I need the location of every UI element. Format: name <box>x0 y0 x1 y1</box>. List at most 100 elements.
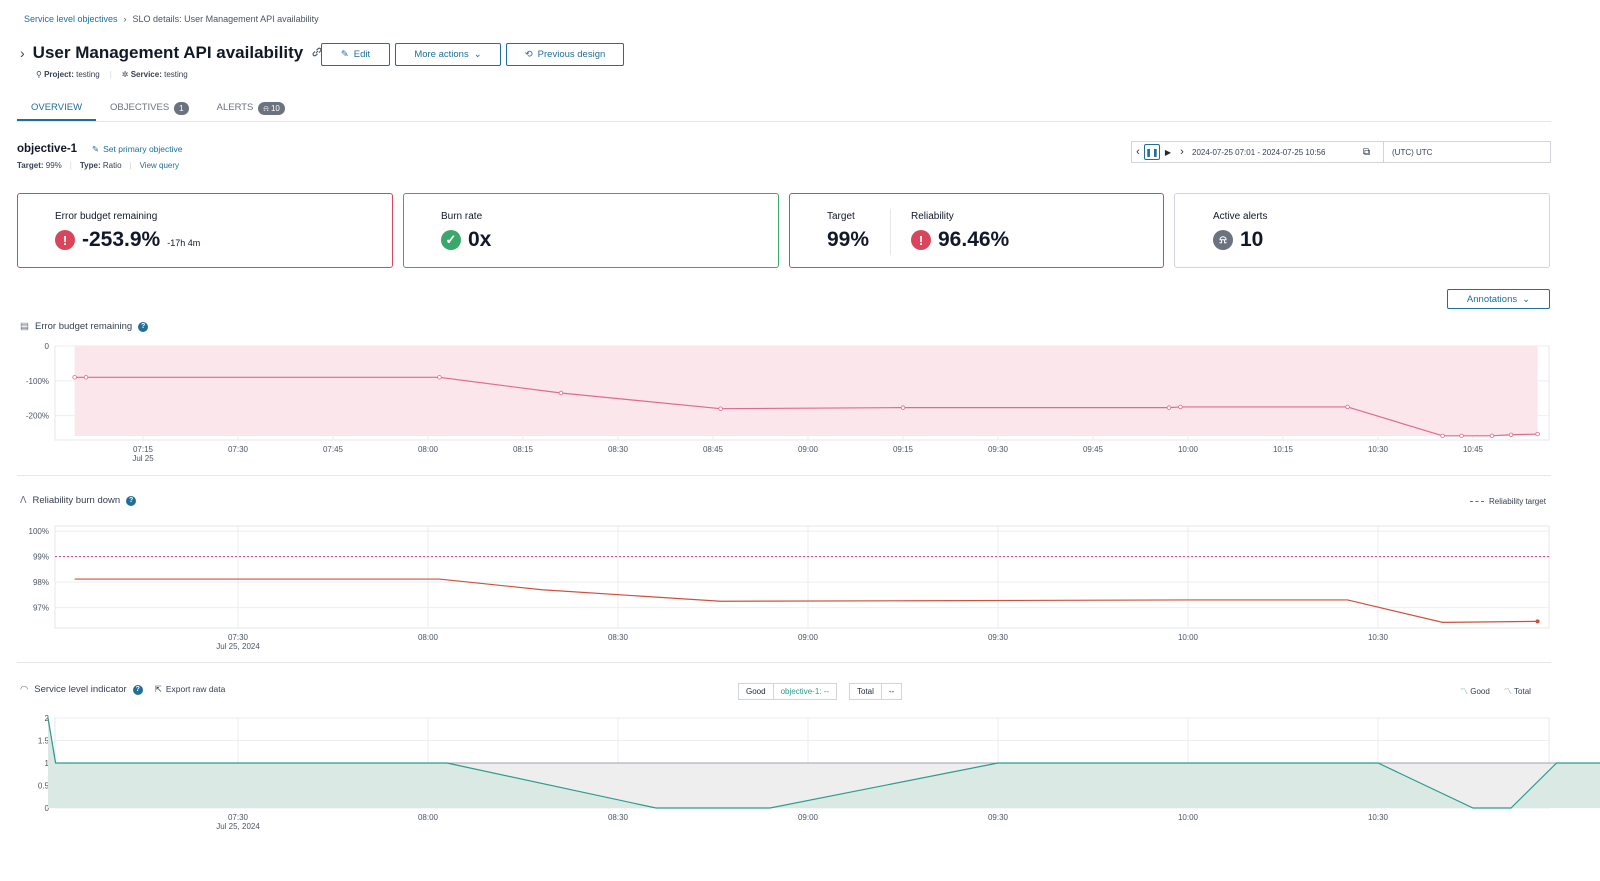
target-meta-label: Target: <box>17 161 44 170</box>
total-selector[interactable]: Total -- <box>849 683 903 700</box>
y-tick-label: -100% <box>26 377 49 386</box>
export-icon: ⇱ <box>154 684 162 694</box>
negative-budget-area <box>74 346 1538 436</box>
error-budget-point <box>1535 431 1540 437</box>
x-tick-label: 07:30 <box>228 445 249 454</box>
info-icon[interactable]: ? <box>132 684 143 695</box>
good-selector-value[interactable]: objective-1: -- <box>773 683 838 700</box>
timezone-select[interactable]: (UTC) UTC <box>1392 147 1433 157</box>
chevron-right-icon[interactable]: › <box>1180 146 1184 158</box>
tab-objectives[interactable]: OBJECTIVES 1 <box>96 95 203 121</box>
dashed-line-icon <box>1470 501 1484 502</box>
chevron-right-icon[interactable]: › <box>20 45 25 61</box>
more-actions-button[interactable]: More actions ⌄ <box>395 43 501 66</box>
history-icon: ⟲ <box>524 49 533 60</box>
alerts-count: 10 <box>270 104 280 113</box>
reliability-last-point <box>1535 619 1540 624</box>
y-tick-label: 97% <box>33 604 49 613</box>
x-tick-label: 07:30 <box>228 813 249 822</box>
annotations-button[interactable]: Annotations ⌄ <box>1447 289 1550 309</box>
export-raw-data-label: Export raw data <box>165 684 226 694</box>
legend-total[interactable]: 〽 Total <box>1504 686 1531 697</box>
burn-rate-value-row: ✓ 0x <box>441 228 491 252</box>
tab-overview[interactable]: OVERVIEW <box>17 95 97 121</box>
service-label: Service: <box>130 70 162 79</box>
play-icon[interactable]: ▶ <box>1164 147 1172 157</box>
active-alerts-value-row: ⍾ 10 <box>1213 228 1263 252</box>
copy-icon[interactable]: ⧉ <box>1363 146 1371 158</box>
set-primary-objective-link[interactable]: ✎ Set primary objective <box>92 144 183 155</box>
x-tick-label: 10:00 <box>1178 813 1199 822</box>
project-value: testing <box>76 70 100 79</box>
chevron-left-icon[interactable]: ‹ <box>1136 146 1140 158</box>
tab-objectives-label: OBJECTIVES <box>110 102 170 113</box>
export-raw-data-link[interactable]: ⇱ Export raw data <box>155 684 226 695</box>
total-selector-value[interactable]: -- <box>881 683 903 700</box>
link-icon[interactable] <box>311 46 323 61</box>
breadcrumb-current: SLO details: User Management API availab… <box>132 14 319 24</box>
edit-button-label: Edit <box>353 49 371 60</box>
y-tick-label: 0 <box>45 342 50 351</box>
meta-divider: | <box>109 70 112 79</box>
x-tick-label: 10:00 <box>1178 633 1199 642</box>
y-tick-label: 98% <box>33 578 49 587</box>
tab-alerts[interactable]: ALERTS ⍾ 10 <box>203 95 299 121</box>
error-budget-label: Error budget remaining <box>55 211 158 222</box>
target-value: 99% <box>827 228 870 251</box>
legend-good[interactable]: 〽 Good <box>1460 686 1490 697</box>
previous-design-button[interactable]: ⟲ Previous design <box>506 43 624 66</box>
x-tick-label: 10:00 <box>1178 445 1199 454</box>
type-meta-label: Type: <box>79 161 101 170</box>
x-tick-label: 08:00 <box>418 445 439 454</box>
chevron-down-icon: ⌄ <box>473 49 482 60</box>
check-circle-icon: ✓ <box>441 230 461 250</box>
x-tick-label: 08:30 <box>608 445 629 454</box>
error-budget-chart-title: Error budget remaining <box>34 321 133 332</box>
view-query-link[interactable]: View query <box>139 161 180 170</box>
breadcrumb: Service level objectives › SLO details: … <box>24 14 319 24</box>
burn-rate-value: 0x <box>468 228 492 251</box>
pencil-icon: ✎ <box>92 144 100 154</box>
service-value: testing <box>164 70 188 79</box>
time-range-value[interactable]: 2024-07-25 07:01 - 2024-07-25 10:56 <box>1192 147 1326 157</box>
x-sub-label: Jul 25 <box>132 454 154 463</box>
tab-alerts-label: ALERTS <box>216 102 254 113</box>
error-icon: ! <box>911 230 931 250</box>
error-budget-point <box>1345 404 1350 410</box>
reliability-label: Reliability <box>911 211 954 222</box>
good-selector[interactable]: Good objective-1: -- <box>738 683 838 700</box>
pause-icon[interactable]: ❚❚ <box>1144 144 1160 160</box>
x-sub-label: Jul 25, 2024 <box>216 822 260 831</box>
x-tick-label: 10:15 <box>1273 445 1294 454</box>
page-title: User Management API availability <box>32 43 304 62</box>
x-tick-label: 07:30 <box>228 633 249 642</box>
x-tick-label: 09:00 <box>798 445 819 454</box>
tab-bar: OVERVIEW OBJECTIVES 1 ALERTS ⍾ 10 <box>17 95 1551 122</box>
y-tick-label: 100% <box>29 527 49 536</box>
info-icon[interactable]: ? <box>138 321 149 332</box>
error-budget-card: Error budget remaining ! -253.9% -17h 4m <box>17 193 393 268</box>
error-budget-point <box>1489 433 1495 439</box>
burn-down-chart-title: Reliability burn down <box>32 495 121 506</box>
error-budget-point <box>558 390 564 396</box>
reliability-card: Target 99% Reliability ! 96.46% <box>789 193 1164 268</box>
objective-meta: Target: 99% | Type: Ratio | View query <box>17 161 179 170</box>
project-label: Project: <box>44 70 74 79</box>
card-divider <box>890 209 891 255</box>
edit-button[interactable]: ✎ Edit <box>321 43 390 66</box>
time-range-picker: ‹ ❚❚ ▶ › 2024-07-25 07:01 - 2024-07-25 1… <box>1131 141 1551 163</box>
error-budget-point <box>1508 432 1514 437</box>
error-budget-point <box>72 375 77 380</box>
chart-divider <box>17 475 1551 476</box>
error-budget-chart-title-row: ▤ Error budget remaining ? <box>20 321 149 332</box>
chart-divider <box>17 662 1551 663</box>
x-tick-label: 10:30 <box>1368 445 1389 454</box>
total-legend-icon: 〽 <box>1503 687 1512 696</box>
sli-legend: 〽 Good 〽 Total <box>1460 686 1531 697</box>
breadcrumb-separator: › <box>123 14 127 24</box>
info-icon[interactable]: ? <box>126 495 137 506</box>
x-tick-label: 07:15 <box>133 445 154 454</box>
breadcrumb-root-link[interactable]: Service level objectives <box>24 14 118 24</box>
objective-target: Target: 99% <box>17 161 62 170</box>
reliability-line <box>74 578 1538 623</box>
